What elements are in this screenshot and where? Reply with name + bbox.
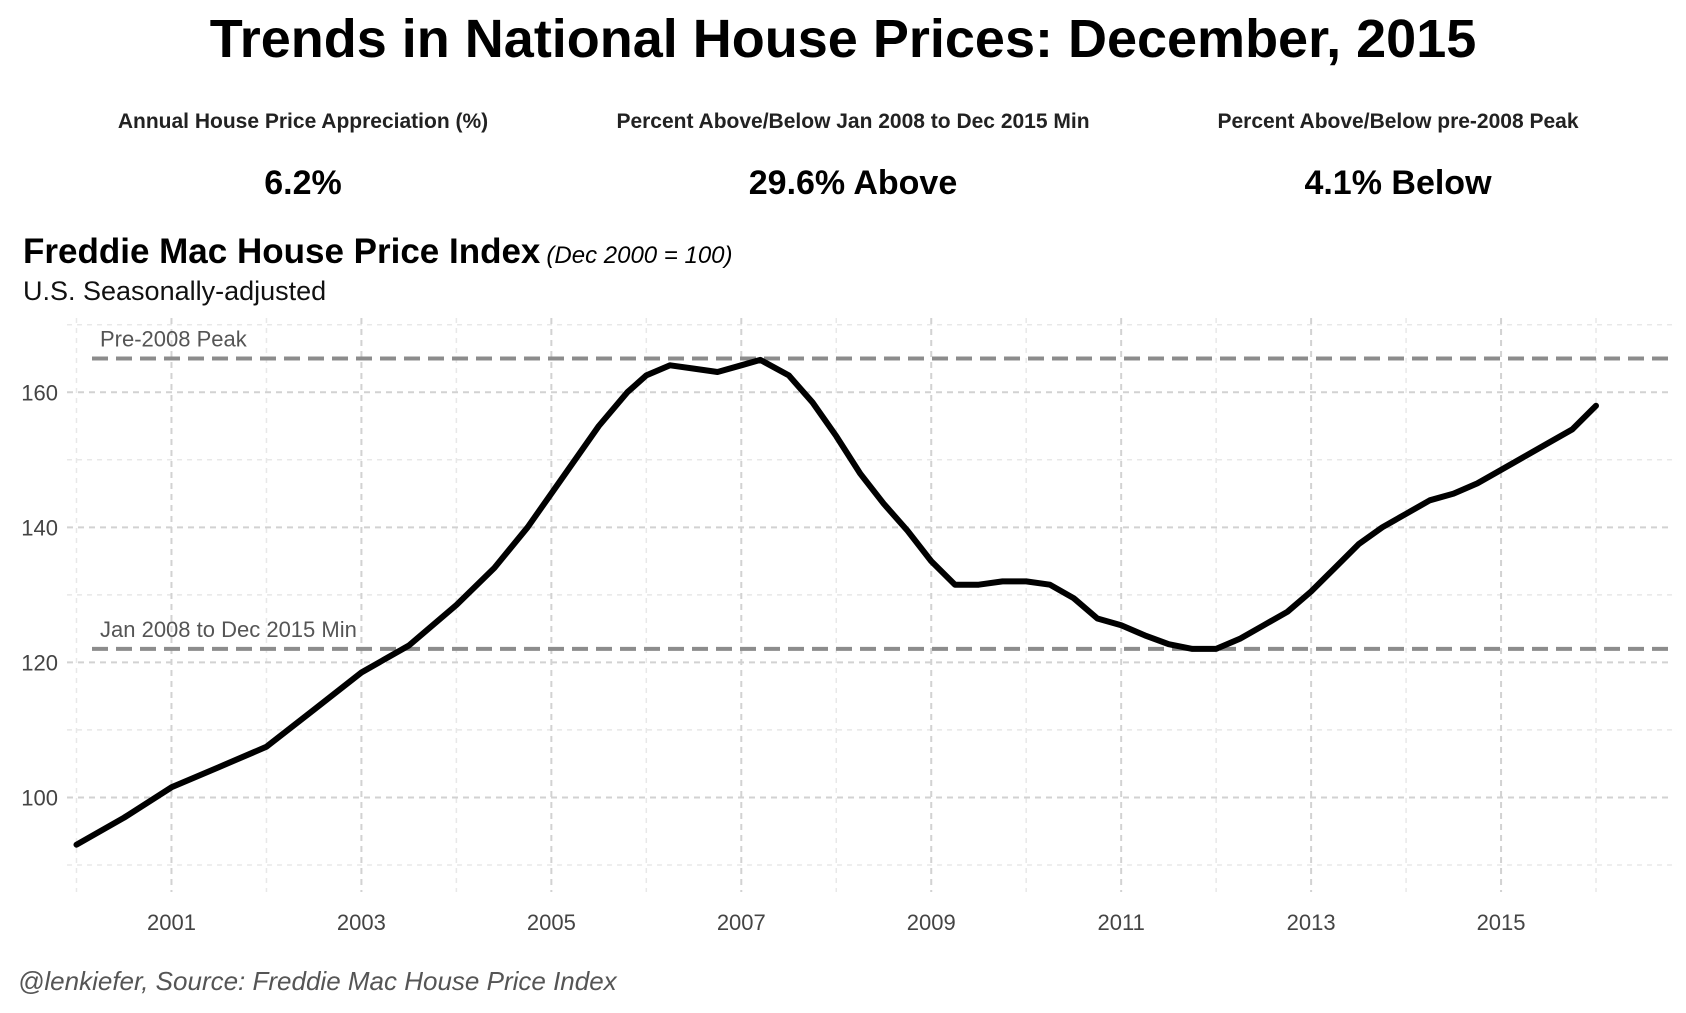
stat-label: Percent Above/Below Jan 2008 to Dec 2015… [616, 110, 1090, 133]
x-tick-label: 2015 [1477, 910, 1526, 935]
x-tick-label: 2007 [717, 910, 766, 935]
page-title: Trends in National House Prices: Decembe… [209, 9, 1477, 69]
y-tick-label: 140 [21, 515, 58, 540]
stat-above-below-peak: Percent Above/Below pre-2008 Peak 4.1% B… [1118, 110, 1678, 203]
stat-label: Percent Above/Below pre-2008 Peak [1217, 110, 1579, 133]
chart-title-text: Freddie Mac House Price Index [23, 232, 541, 271]
series-line [73, 356, 1599, 848]
x-tick-label: 2013 [1287, 910, 1336, 935]
chart-title: Freddie Mac House Price Index (Dec 2000 =… [23, 232, 733, 272]
x-tick-label: 2003 [337, 910, 386, 935]
stat-value: 4.1% Below [1304, 164, 1492, 202]
y-tick-label: 160 [21, 380, 58, 405]
chart-title-note: (Dec 2000 = 100) [546, 242, 733, 269]
stat-value: 6.2% [264, 164, 342, 202]
stat-annual-appreciation: Annual House Price Appreciation (%) 6.2% [23, 110, 583, 203]
source-caption: @lenkiefer, Source: Freddie Mac House Pr… [18, 966, 617, 996]
y-tick-label: 120 [21, 650, 58, 675]
reference-line-label: Jan 2008 to Dec 2015 Min [100, 617, 357, 642]
stat-label: Annual House Price Appreciation (%) [117, 110, 489, 133]
x-tick-label: 2011 [1098, 910, 1145, 935]
stat-value: 29.6% Above [748, 164, 958, 202]
chart-subtitle: U.S. Seasonally-adjusted [23, 276, 327, 306]
x-tick-label: 2005 [527, 910, 576, 935]
y-tick-label: 100 [21, 785, 58, 810]
reference-line-label: Pre-2008 Peak [100, 327, 248, 352]
x-tick-label: 2001 [147, 910, 196, 935]
x-tick-label: 2009 [907, 910, 956, 935]
stat-above-below-min: Percent Above/Below Jan 2008 to Dec 2015… [573, 110, 1133, 203]
